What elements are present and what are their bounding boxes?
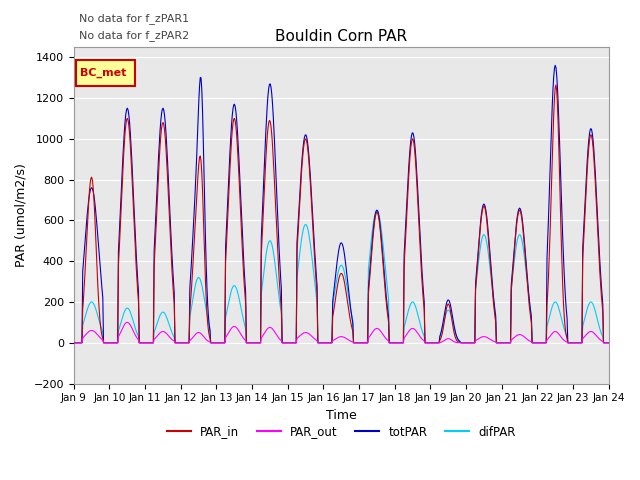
Y-axis label: PAR (umol/m2/s): PAR (umol/m2/s) [15, 163, 28, 267]
X-axis label: Time: Time [326, 409, 356, 422]
Text: BC_met: BC_met [80, 68, 126, 78]
Title: Bouldin Corn PAR: Bouldin Corn PAR [275, 29, 407, 44]
FancyBboxPatch shape [76, 60, 135, 85]
Legend: PAR_in, PAR_out, totPAR, difPAR: PAR_in, PAR_out, totPAR, difPAR [163, 421, 520, 443]
Text: No data for f_zPAR2: No data for f_zPAR2 [79, 30, 189, 41]
Text: No data for f_zPAR1: No data for f_zPAR1 [79, 13, 189, 24]
